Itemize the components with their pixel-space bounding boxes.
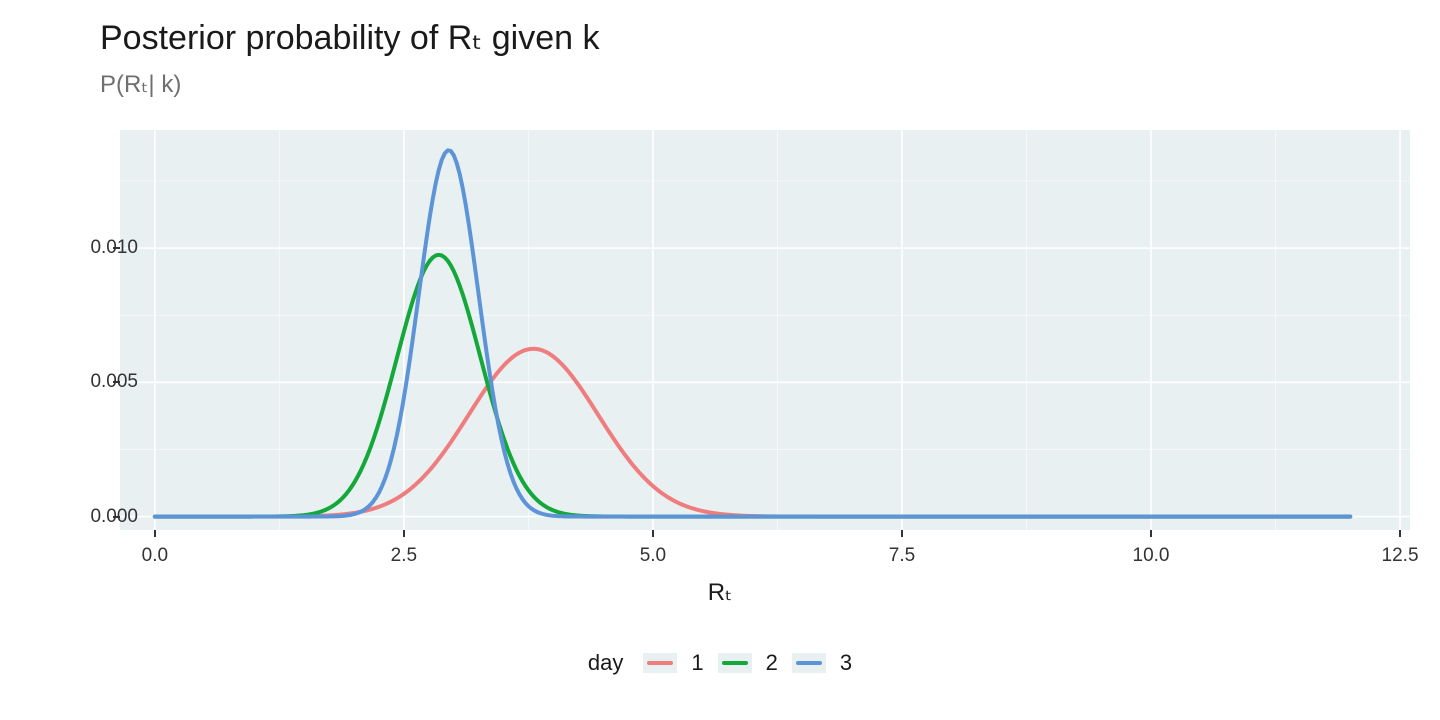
x-tick-mark (154, 530, 156, 537)
x-axis-title: Rₜ (0, 578, 1440, 607)
y-tick-label: 0.005 (58, 371, 138, 393)
x-tick-mark (1399, 530, 1401, 537)
x-tick-mark (1150, 530, 1152, 537)
legend-key (792, 653, 826, 673)
x-tick-mark (403, 530, 405, 537)
legend-label: 1 (691, 650, 703, 676)
chart-subtitle: P(Rₜ| k) (100, 70, 181, 99)
legend-swatch (796, 661, 822, 665)
x-tick-label: 12.5 (1382, 545, 1419, 567)
legend-key (718, 653, 752, 673)
legend-label: 2 (766, 650, 778, 676)
y-tick-mark (113, 247, 120, 249)
legend-swatch (722, 661, 748, 665)
series-line (155, 150, 1350, 516)
plot-panel (120, 130, 1410, 530)
legend: day 1 2 3 (0, 650, 1440, 676)
legend-swatch (647, 661, 673, 665)
plot-svg (120, 130, 1410, 530)
y-tick-mark (113, 381, 120, 383)
x-tick-mark (652, 530, 654, 537)
legend-label: 3 (840, 650, 852, 676)
y-tick-mark (113, 516, 120, 518)
x-tick-label: 5.0 (640, 545, 666, 567)
series-line (155, 255, 1350, 517)
x-tick-mark (901, 530, 903, 537)
y-tick-label: 0.000 (58, 506, 138, 528)
y-tick-label: 0.010 (58, 237, 138, 259)
x-tick-label: 2.5 (391, 545, 417, 567)
legend-key (643, 653, 677, 673)
x-tick-label: 10.0 (1133, 545, 1170, 567)
chart-title: Posterior probability of Rₜ given k (100, 18, 599, 58)
x-tick-label: 0.0 (142, 545, 168, 567)
legend-items: 1 2 3 (643, 650, 852, 676)
series-line (155, 349, 1350, 517)
x-tick-label: 7.5 (889, 545, 915, 567)
legend-title: day (588, 650, 623, 676)
chart-container: Posterior probability of Rₜ given k P(Rₜ… (0, 0, 1440, 720)
